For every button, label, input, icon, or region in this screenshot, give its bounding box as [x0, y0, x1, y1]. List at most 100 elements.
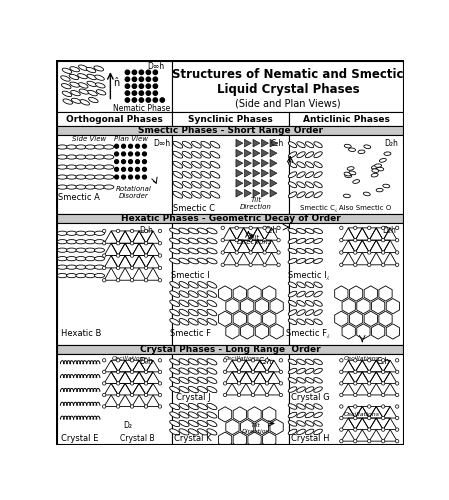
Ellipse shape: [173, 182, 183, 188]
Circle shape: [102, 229, 106, 232]
Ellipse shape: [170, 358, 180, 365]
Ellipse shape: [94, 175, 105, 179]
Ellipse shape: [207, 282, 217, 288]
Ellipse shape: [63, 99, 73, 104]
Circle shape: [116, 405, 120, 408]
Circle shape: [396, 416, 399, 420]
Ellipse shape: [104, 185, 114, 189]
Ellipse shape: [314, 429, 322, 434]
Ellipse shape: [85, 256, 95, 261]
Circle shape: [130, 370, 134, 374]
Circle shape: [125, 70, 130, 74]
Circle shape: [128, 144, 132, 148]
Polygon shape: [270, 160, 277, 167]
Ellipse shape: [305, 359, 314, 364]
Circle shape: [142, 175, 146, 179]
Ellipse shape: [62, 84, 71, 89]
Circle shape: [139, 77, 144, 82]
Ellipse shape: [314, 248, 322, 254]
Ellipse shape: [179, 404, 189, 409]
Ellipse shape: [85, 165, 95, 169]
Text: Side View: Side View: [72, 136, 106, 142]
Circle shape: [221, 238, 224, 242]
Ellipse shape: [104, 175, 114, 179]
Bar: [57, 223, 172, 345]
Ellipse shape: [66, 274, 77, 278]
Ellipse shape: [179, 368, 189, 374]
Text: D∞h: D∞h: [147, 62, 164, 70]
Circle shape: [382, 428, 385, 432]
Ellipse shape: [384, 152, 391, 156]
Ellipse shape: [207, 238, 217, 244]
Ellipse shape: [188, 358, 198, 365]
Circle shape: [339, 263, 343, 266]
Circle shape: [158, 229, 162, 232]
Ellipse shape: [210, 142, 220, 148]
Ellipse shape: [207, 429, 217, 435]
Polygon shape: [253, 180, 260, 187]
Ellipse shape: [207, 310, 217, 316]
Circle shape: [382, 405, 385, 408]
Ellipse shape: [305, 152, 314, 158]
Bar: [172, 136, 289, 214]
Ellipse shape: [76, 165, 86, 169]
Circle shape: [251, 394, 255, 396]
Bar: [289, 112, 403, 126]
Ellipse shape: [179, 412, 189, 418]
Circle shape: [339, 358, 343, 362]
Circle shape: [263, 263, 266, 266]
Ellipse shape: [201, 152, 211, 158]
Circle shape: [136, 175, 140, 179]
Ellipse shape: [288, 182, 297, 188]
Ellipse shape: [288, 310, 297, 316]
Circle shape: [144, 229, 148, 232]
Ellipse shape: [104, 145, 114, 149]
Polygon shape: [261, 140, 269, 147]
Ellipse shape: [305, 228, 314, 234]
Ellipse shape: [188, 377, 198, 384]
Ellipse shape: [198, 228, 208, 234]
Circle shape: [122, 175, 125, 179]
Ellipse shape: [198, 310, 207, 316]
Ellipse shape: [207, 248, 217, 254]
Circle shape: [142, 152, 146, 156]
Ellipse shape: [297, 248, 305, 254]
Ellipse shape: [305, 142, 314, 148]
Ellipse shape: [288, 378, 297, 383]
Ellipse shape: [188, 412, 198, 418]
Ellipse shape: [188, 420, 198, 426]
Circle shape: [353, 358, 357, 362]
Circle shape: [235, 226, 238, 230]
Circle shape: [102, 278, 106, 282]
Circle shape: [368, 440, 371, 443]
Circle shape: [396, 251, 399, 254]
Ellipse shape: [189, 282, 198, 288]
Ellipse shape: [188, 228, 198, 234]
Ellipse shape: [297, 282, 305, 288]
Ellipse shape: [297, 182, 305, 188]
Ellipse shape: [288, 387, 297, 392]
Ellipse shape: [207, 368, 217, 374]
Ellipse shape: [297, 359, 305, 364]
Text: Crystal E: Crystal E: [61, 434, 98, 442]
Ellipse shape: [288, 142, 297, 148]
Text: Smectic A: Smectic A: [58, 192, 100, 202]
Ellipse shape: [358, 150, 365, 154]
Ellipse shape: [201, 192, 211, 198]
Circle shape: [353, 263, 357, 266]
Circle shape: [396, 394, 399, 396]
Text: Smectic F: Smectic F: [170, 329, 211, 338]
Circle shape: [368, 358, 371, 362]
Circle shape: [158, 358, 162, 362]
Ellipse shape: [288, 404, 297, 409]
Ellipse shape: [189, 291, 198, 298]
Circle shape: [146, 98, 150, 102]
Ellipse shape: [305, 378, 314, 383]
Ellipse shape: [371, 165, 378, 169]
Ellipse shape: [57, 274, 67, 278]
Circle shape: [263, 251, 266, 254]
Ellipse shape: [210, 162, 220, 168]
Circle shape: [122, 168, 125, 172]
Polygon shape: [261, 180, 269, 187]
Text: D∞h: D∞h: [154, 140, 171, 148]
